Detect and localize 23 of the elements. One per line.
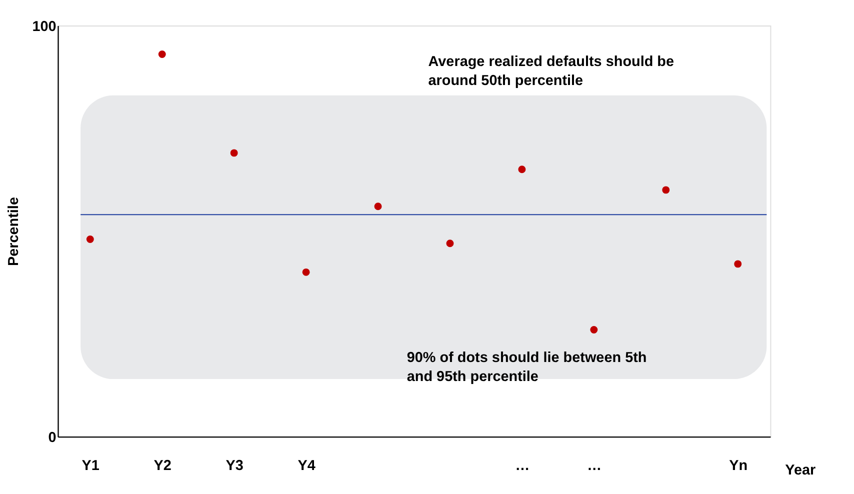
point bbox=[158, 50, 166, 58]
x-tick-label: Y2 bbox=[154, 458, 172, 474]
point bbox=[230, 149, 238, 157]
point bbox=[590, 326, 598, 334]
annotation: 90% of dots should lie between 5th and 95th percentile bbox=[406, 350, 647, 386]
y-tick-label: 0 bbox=[48, 430, 56, 446]
x-tick-label: … bbox=[515, 458, 530, 474]
x-tick-label: Y3 bbox=[226, 458, 244, 474]
point bbox=[446, 240, 454, 248]
point bbox=[302, 268, 310, 276]
point bbox=[86, 236, 94, 243]
point bbox=[374, 202, 382, 210]
annotation: Average realized defaults should be around 50th percentile bbox=[428, 54, 674, 90]
point bbox=[734, 260, 742, 268]
x-tick-label: Y1 bbox=[82, 458, 100, 474]
y-tick-label: 100 bbox=[32, 18, 56, 35]
x-axis-title: Year bbox=[785, 462, 816, 479]
y-axis-title: Percentile bbox=[6, 197, 22, 266]
x-tick-label: Yn bbox=[729, 458, 748, 474]
x-tick-label: … bbox=[587, 458, 602, 474]
point bbox=[518, 166, 526, 174]
x-tick-label: Y4 bbox=[298, 458, 316, 474]
point bbox=[662, 186, 670, 194]
